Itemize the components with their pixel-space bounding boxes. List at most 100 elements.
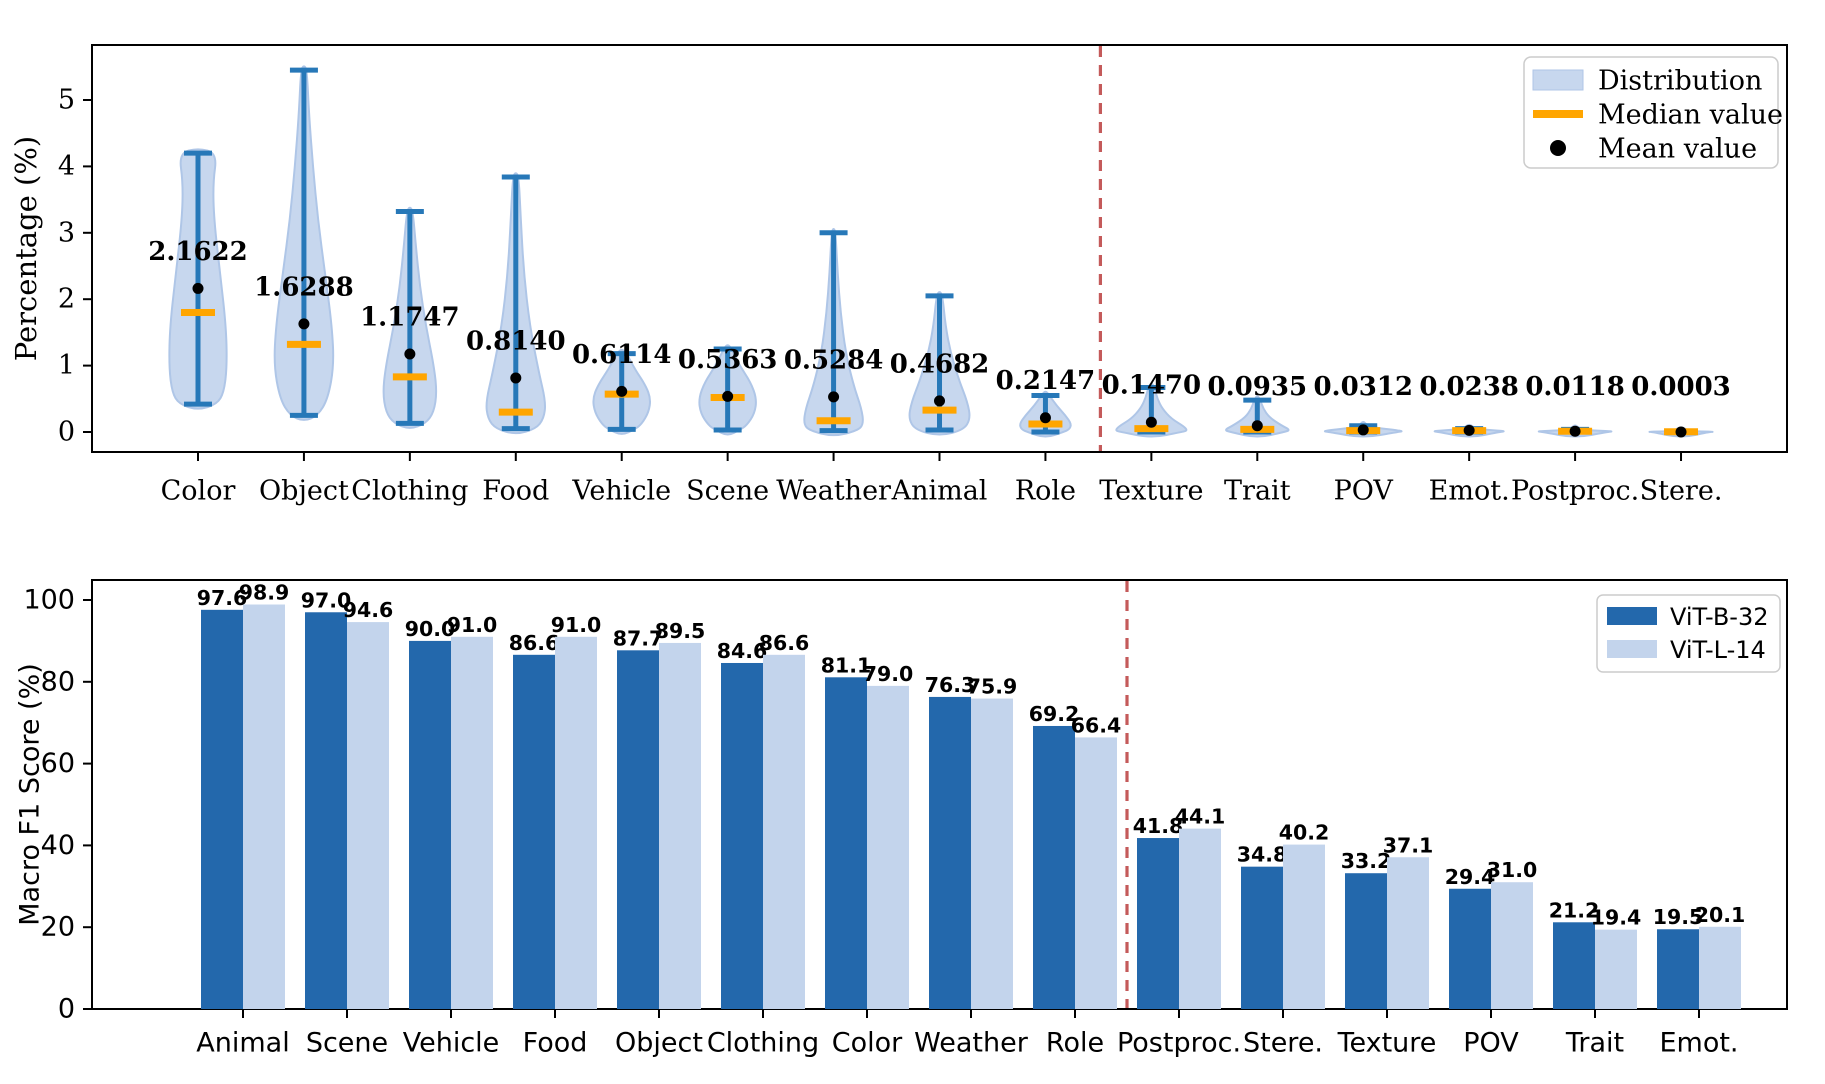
bar-postproc-vit-l-14 [1179,828,1221,1009]
bar-vehicle-vit-b-32 [409,640,451,1009]
bar-value-label-texture-vit-l-14: 37.1 [1383,833,1434,857]
mean-dot-texture [1145,416,1157,428]
violin-x-tick-label-texture: Texture [1099,476,1203,507]
violin-y-tick-label: 5 [58,85,75,116]
mean-dot-vehicle [616,385,628,397]
bar-x-tick-label-vehicle: Vehicle [403,1028,500,1059]
bar-trait-vit-l-14 [1595,929,1637,1009]
bar-value-label-postproc-vit-l-14: 44.1 [1175,805,1226,829]
bar-x-tick-label-food: Food [523,1028,588,1059]
bar-color-vit-b-32 [825,677,867,1009]
bar-animal-vit-l-14 [243,604,285,1009]
bar-value-label-food-vit-b-32: 86.6 [509,631,560,655]
bar-object-vit-b-32 [617,650,659,1009]
mean-annotation-postproc: 0.0118 [1525,372,1625,402]
violin-y-tick-label: 0 [58,417,75,448]
legend-label-mean-value: Mean value [1598,134,1757,165]
mean-annotation-vehicle: 0.6114 [572,340,672,370]
bar-value-label-pov-vit-b-32: 29.4 [1445,865,1496,889]
violin-x-tick-label-trait: Trait [1224,476,1291,507]
bar-x-tick-label-stere: Stere. [1243,1028,1323,1059]
mean-annotation-object: 1.6288 [254,272,354,302]
mean-annotation-role: 0.2147 [996,366,1096,396]
bar-value-label-color-vit-b-32: 81.1 [821,653,872,677]
mean-dot-emot [1463,424,1475,436]
bar-value-label-clothing-vit-b-32: 84.6 [717,639,768,663]
mean-dot-clothing [404,348,416,360]
mean-annotation-color: 2.1622 [148,237,248,267]
bar-x-tick-label-postproc: Postproc. [1117,1028,1241,1059]
violin-x-tick-label-emot: Emot. [1429,476,1510,507]
bar-role-vit-l-14 [1075,737,1117,1009]
mean-dot-object [298,318,310,330]
violin-x-tick-label-role: Role [1015,476,1076,507]
bar-pov-vit-b-32 [1449,888,1491,1009]
bar-stere-vit-l-14 [1283,844,1325,1009]
bar-value-label-object-vit-b-32: 87.7 [613,626,664,650]
violin-x-tick-label-scene: Scene [686,476,769,507]
bar-y-tick-label: 0 [58,994,75,1025]
bar-weather-vit-b-32 [929,696,971,1009]
violin-x-tick-label-object: Object [259,476,349,507]
bar-value-label-stere-vit-b-32: 34.8 [1237,843,1288,867]
mean-dot-pov [1357,424,1369,436]
legend-swatch-median [1533,110,1583,118]
bar-value-label-object-vit-l-14: 89.5 [655,619,706,643]
violin-legend-box [1523,56,1779,169]
violin-y-tick-label: 1 [58,350,75,381]
legend-label-vit-b-32: ViT-B-32 [1670,603,1768,631]
bar-value-label-stere-vit-l-14: 40.2 [1279,821,1330,845]
bar-x-tick-label-emot: Emot. [1659,1028,1738,1059]
violin-y-axis-title: Percentage (%) [9,136,43,361]
bar-value-label-food-vit-l-14: 91.0 [551,613,602,637]
bar-y-tick-label: 40 [41,830,75,861]
bar-value-label-color-vit-l-14: 79.0 [863,662,914,686]
bar-scene-vit-l-14 [347,622,389,1009]
bar-value-label-postproc-vit-b-32: 41.8 [1133,814,1184,838]
bar-value-label-animal-vit-l-14: 98.9 [239,580,290,604]
mean-annotation-scene: 0.5363 [678,345,778,375]
bar-weather-vit-l-14 [971,698,1013,1009]
bar-x-tick-label-pov: POV [1463,1028,1519,1059]
bar-x-tick-label-animal: Animal [196,1028,289,1059]
bar-y-tick-label: 20 [41,912,75,943]
mean-annotation-emot: 0.0238 [1419,372,1519,402]
bar-food-vit-b-32 [513,654,555,1009]
bar-role-vit-b-32 [1033,725,1075,1009]
violin-x-tick-label-food: Food [482,476,549,507]
bar-x-tick-label-clothing: Clothing [707,1028,819,1059]
mean-annotation-animal: 0.4682 [890,349,990,379]
bar-x-tick-label-texture: Texture [1337,1028,1437,1059]
mean-dot-scene [722,390,734,402]
legend-swatch-vit-l-14 [1607,640,1657,658]
mean-dot-food [510,372,522,384]
bar-value-label-clothing-vit-l-14: 86.6 [759,631,810,655]
violin-x-tick-label-pov: POV [1334,476,1394,507]
bar-color-vit-l-14 [867,685,909,1009]
violin-x-tick-label-postproc: Postproc. [1511,476,1639,507]
mean-dot-animal [934,395,946,407]
legend-label-vit-l-14: ViT-L-14 [1670,636,1766,664]
mean-dot-trait [1251,420,1263,432]
mean-dot-postproc [1569,425,1581,437]
mean-dot-weather [828,391,840,403]
bar-y-tick-label: 80 [41,666,75,697]
bar-postproc-vit-b-32 [1137,838,1179,1009]
mean-annotation-clothing: 1.1747 [360,302,460,332]
mean-dot-color [192,282,204,294]
mean-annotation-weather: 0.5284 [784,345,884,375]
bar-emot-vit-b-32 [1657,929,1699,1009]
violin-x-tick-label-vehicle: Vehicle [571,476,671,507]
legend-swatch-mean [1550,140,1566,156]
bar-value-label-weather-vit-l-14: 75.9 [967,675,1018,699]
mean-annotation-texture: 0.1470 [1102,371,1202,401]
bar-object-vit-l-14 [659,642,701,1009]
bar-vehicle-vit-l-14 [451,636,493,1009]
violin-x-tick-label-animal: Animal [891,476,988,507]
bar-texture-vit-b-32 [1345,873,1387,1009]
bar-trait-vit-b-32 [1553,922,1595,1009]
legend-label-distribution: Distribution [1598,66,1762,97]
violin-x-tick-label-clothing: Clothing [351,476,468,507]
